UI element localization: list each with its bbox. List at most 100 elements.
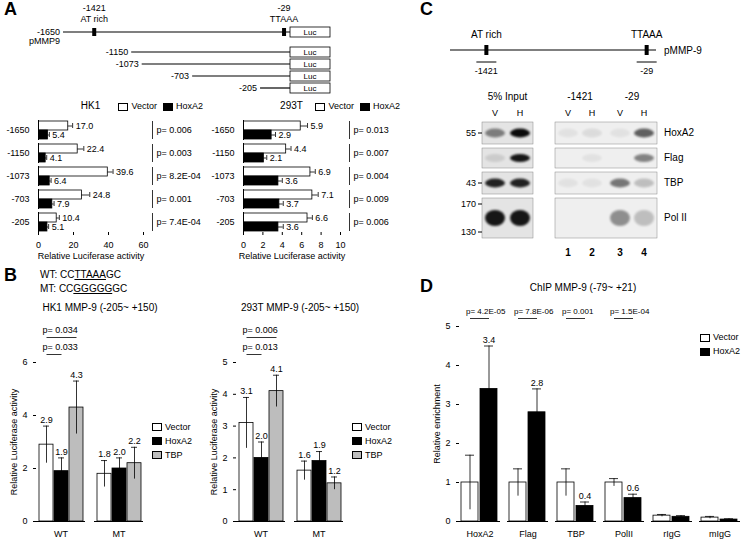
svg-text:1.2: 1.2 [328, 466, 341, 476]
svg-text:-703: -703 [171, 71, 189, 81]
svg-text:p= 0.001: p= 0.001 [157, 194, 192, 204]
svg-text:2: 2 [589, 247, 595, 258]
svg-text:1.9: 1.9 [55, 447, 68, 457]
svg-text:V: V [492, 108, 498, 118]
svg-text:Pol II: Pol II [664, 212, 687, 223]
svg-text:-1421: -1421 [567, 91, 593, 102]
svg-text:Relative Luciferase activity: Relative Luciferase activity [38, 251, 145, 261]
svg-text:3.7: 3.7 [286, 199, 299, 209]
svg-text:p= 0.007: p= 0.007 [354, 148, 389, 158]
svg-text:p= 7.8E-06: p= 7.8E-06 [514, 307, 554, 316]
svg-text:-1150: -1150 [106, 47, 128, 57]
svg-text:20: 20 [68, 240, 78, 250]
svg-text:2: 2 [260, 240, 265, 250]
svg-text:10.4: 10.4 [62, 213, 80, 223]
svg-text:6.6: 6.6 [315, 213, 328, 223]
svg-text:rIgG: rIgG [663, 529, 681, 539]
svg-text:HoxA2: HoxA2 [664, 127, 694, 138]
svg-text:60: 60 [138, 240, 148, 250]
svg-text:TTAAA: TTAAA [631, 29, 663, 40]
svg-text:43: 43 [466, 178, 476, 188]
svg-text:p= 0.034: p= 0.034 [43, 325, 78, 335]
svg-text:5.4: 5.4 [52, 130, 65, 140]
svg-text:4: 4 [22, 410, 27, 420]
svg-text:130: 130 [461, 227, 476, 237]
svg-text:WT: WT [54, 529, 68, 539]
svg-text:3.6: 3.6 [286, 222, 299, 232]
svg-text:p= 0.009: p= 0.009 [354, 194, 389, 204]
svg-text:Flag: Flag [664, 152, 683, 163]
svg-text:5.9: 5.9 [311, 121, 324, 131]
svg-text:7.9: 7.9 [57, 199, 70, 209]
svg-text:H: H [517, 108, 524, 118]
svg-text:2.0: 2.0 [113, 447, 126, 457]
svg-text:3.4: 3.4 [483, 335, 496, 345]
svg-text:1: 1 [445, 477, 450, 487]
svg-text:4: 4 [445, 360, 450, 370]
svg-text:3.6: 3.6 [285, 176, 298, 186]
svg-text:22.4: 22.4 [87, 144, 105, 154]
svg-text:5% Input: 5% Input [488, 91, 528, 102]
svg-text:1.8: 1.8 [98, 449, 111, 459]
svg-text:-29: -29 [278, 3, 291, 13]
svg-text:-205: -205 [216, 217, 234, 227]
svg-text:-1650: -1650 [211, 125, 234, 135]
svg-text:p= 0.006: p= 0.006 [243, 325, 278, 335]
svg-text:170: 170 [461, 199, 476, 209]
svg-text:pMMP9: pMMP9 [29, 36, 60, 46]
svg-text:2.2: 2.2 [128, 436, 141, 446]
svg-text:17.0: 17.0 [76, 121, 94, 131]
svg-text:p= 0.013: p= 0.013 [243, 342, 278, 352]
svg-text:5.1: 5.1 [52, 222, 65, 232]
svg-text:1: 1 [222, 485, 227, 495]
svg-text:2: 2 [22, 463, 27, 473]
svg-text:5: 5 [445, 321, 450, 331]
svg-text:24.8: 24.8 [93, 190, 111, 200]
svg-text:p= 0.013: p= 0.013 [354, 125, 389, 135]
svg-text:2.0: 2.0 [255, 431, 268, 441]
svg-text:39.6: 39.6 [116, 167, 134, 177]
svg-text:5: 5 [222, 357, 227, 367]
svg-text:6: 6 [22, 357, 27, 367]
svg-text:Relative enrichment: Relative enrichment [432, 384, 442, 464]
svg-text:HoxA2: HoxA2 [466, 529, 493, 539]
svg-text:7.1: 7.1 [321, 190, 334, 200]
svg-text:p= 0.006: p= 0.006 [354, 217, 389, 227]
svg-text:-1421: -1421 [83, 3, 106, 13]
svg-text:6.9: 6.9 [318, 167, 331, 177]
svg-text:TBP: TBP [664, 177, 684, 188]
svg-text:10: 10 [335, 240, 345, 250]
svg-text:0.4: 0.4 [579, 491, 592, 501]
svg-text:-1073: -1073 [116, 59, 139, 69]
svg-text:4.4: 4.4 [294, 144, 307, 154]
svg-text:0: 0 [241, 240, 246, 250]
svg-text:p= 0.001: p= 0.001 [562, 307, 594, 316]
svg-text:p= 0.033: p= 0.033 [43, 342, 78, 352]
svg-text:p= 8.2E-04: p= 8.2E-04 [157, 171, 201, 181]
svg-text:2.9: 2.9 [279, 130, 292, 140]
svg-text:2.9: 2.9 [40, 415, 53, 425]
svg-text:p= 0.003: p= 0.003 [157, 148, 192, 158]
svg-text:Luc: Luc [304, 28, 317, 37]
svg-text:3: 3 [617, 247, 623, 258]
svg-text:0.6: 0.6 [627, 483, 640, 493]
svg-text:Flag: Flag [519, 529, 537, 539]
svg-text:V: V [617, 108, 623, 118]
svg-text:Relative Luciferase activity: Relative Luciferase activity [9, 388, 19, 495]
svg-text:-1650: -1650 [6, 125, 29, 135]
svg-text:AT rich: AT rich [80, 14, 108, 24]
svg-text:2.1: 2.1 [270, 153, 283, 163]
svg-text:-205: -205 [11, 217, 29, 227]
svg-text:3: 3 [445, 399, 450, 409]
svg-text:-1150: -1150 [7, 148, 29, 158]
svg-text:p= 1.5E-04: p= 1.5E-04 [610, 307, 650, 316]
svg-text:2.8: 2.8 [531, 378, 544, 388]
svg-text:MT: MT [113, 529, 126, 539]
svg-text:1: 1 [565, 247, 571, 258]
svg-text:-703: -703 [216, 194, 234, 204]
svg-text:4.1: 4.1 [50, 153, 63, 163]
svg-text:0: 0 [36, 240, 41, 250]
svg-text:0: 0 [222, 516, 227, 526]
svg-text:4: 4 [222, 389, 227, 399]
svg-text:4: 4 [280, 240, 285, 250]
